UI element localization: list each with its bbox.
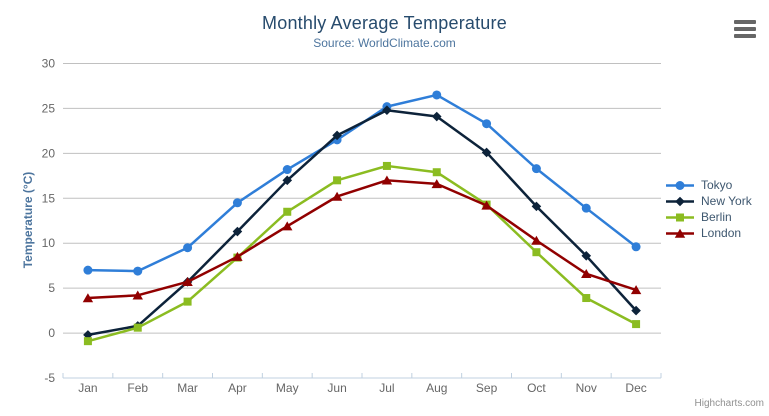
data-point-berlin[interactable]: [432, 168, 441, 177]
data-point-london[interactable]: [182, 277, 193, 287]
data-point-berlin[interactable]: [532, 248, 541, 257]
legend: Tokyo New York Berlin London: [664, 177, 752, 241]
hamburger-menu-icon: [734, 27, 756, 31]
data-point-tokyo[interactable]: [133, 266, 143, 276]
triangle-marker-icon: [666, 228, 694, 238]
legend-item-london[interactable]: London: [664, 225, 752, 241]
triangle-marker-glyph: [674, 228, 686, 238]
square-marker-glyph: [676, 213, 684, 221]
data-point-berlin[interactable]: [183, 297, 192, 306]
data-point-london[interactable]: [481, 200, 492, 210]
diamond-marker-icon: [666, 196, 694, 206]
data-point-berlin[interactable]: [582, 294, 591, 303]
data-point-tokyo[interactable]: [482, 119, 492, 129]
series-line-tokyo: [86, 93, 638, 273]
y-axis-label: -5: [44, 371, 55, 385]
data-point-new-york[interactable]: [531, 201, 542, 212]
legend-item-tokyo[interactable]: Tokyo: [664, 177, 752, 193]
data-point-new-york[interactable]: [382, 105, 392, 116]
credits-link[interactable]: Highcharts.com: [694, 398, 764, 409]
y-axis-label: 0: [48, 326, 55, 340]
x-axis-label: Aug: [426, 381, 447, 395]
data-point-new-york[interactable]: [332, 130, 342, 141]
data-point-new-york[interactable]: [83, 330, 93, 340]
data-point-berlin[interactable]: [83, 337, 92, 346]
data-point-london[interactable]: [381, 175, 393, 185]
data-point-tokyo[interactable]: [581, 203, 591, 213]
data-point-tokyo[interactable]: [531, 164, 541, 174]
y-axis-label: 5: [48, 281, 55, 295]
diamond-marker-glyph: [675, 196, 685, 206]
data-point-tokyo[interactable]: [631, 242, 641, 252]
circle-marker-glyph: [675, 180, 685, 190]
x-axis-label: Mar: [177, 381, 198, 395]
y-axis-label: 25: [42, 101, 56, 115]
series-new-york: [83, 105, 641, 340]
x-axis-label: Jul: [379, 381, 394, 395]
y-axis-label: 30: [42, 57, 56, 71]
data-point-tokyo[interactable]: [232, 198, 242, 208]
data-point-london[interactable]: [232, 251, 243, 261]
data-point-london[interactable]: [431, 179, 442, 189]
x-axis-label: Jan: [78, 381, 97, 395]
circle-marker-icon: [666, 180, 694, 190]
data-point-new-york[interactable]: [431, 111, 442, 122]
legend-label: Tokyo: [701, 178, 733, 192]
x-axis-label: May: [276, 381, 299, 395]
hamburger-menu-icon: [734, 20, 756, 24]
series-line-new-york: [86, 108, 638, 337]
data-point-tokyo[interactable]: [432, 90, 442, 100]
data-point-london[interactable]: [282, 221, 293, 231]
data-point-london[interactable]: [581, 268, 592, 278]
legend-label: Berlin: [701, 210, 732, 224]
data-point-new-york[interactable]: [282, 175, 293, 186]
data-point-london[interactable]: [531, 235, 542, 245]
x-axis-label: Sep: [476, 381, 498, 395]
data-point-london[interactable]: [331, 191, 343, 201]
export-menu-button[interactable]: [734, 20, 756, 38]
y-axis-label: 20: [42, 146, 56, 160]
data-point-berlin[interactable]: [632, 320, 641, 329]
y-axis-label: 10: [42, 236, 56, 250]
legend-label: New York: [701, 194, 752, 208]
data-point-new-york[interactable]: [232, 226, 243, 237]
data-point-new-york[interactable]: [631, 305, 641, 316]
data-point-london[interactable]: [132, 290, 143, 300]
x-axis-label: Feb: [127, 381, 148, 395]
x-axis-label: Dec: [625, 381, 646, 395]
data-point-london[interactable]: [82, 293, 94, 303]
x-axis-label: Nov: [576, 381, 597, 395]
data-point-tokyo[interactable]: [83, 265, 93, 275]
hamburger-menu-icon: [734, 34, 756, 38]
series-berlin: [83, 161, 641, 346]
data-point-berlin[interactable]: [333, 176, 342, 185]
legend-item-new-york[interactable]: New York: [664, 193, 752, 209]
data-point-london[interactable]: [630, 285, 642, 295]
chart-title: Monthly Average Temperature: [262, 13, 507, 33]
data-point-new-york[interactable]: [481, 147, 492, 158]
legend-label: London: [701, 226, 742, 240]
x-axis-label: Apr: [228, 381, 247, 395]
data-point-berlin[interactable]: [283, 207, 292, 216]
legend-item-berlin[interactable]: Berlin: [664, 209, 752, 225]
data-point-tokyo[interactable]: [282, 165, 292, 175]
x-axis-label: Oct: [527, 381, 546, 395]
chart-subtitle: Source: WorldClimate.com: [313, 36, 456, 50]
series-line-berlin: [86, 164, 638, 343]
data-point-new-york[interactable]: [581, 250, 592, 261]
x-axis-label: Jun: [327, 381, 346, 395]
data-point-berlin[interactable]: [133, 323, 142, 332]
series-london: [82, 175, 642, 303]
series-line-london: [86, 179, 638, 300]
y-axis-label: 15: [42, 191, 56, 205]
square-marker-icon: [666, 213, 694, 221]
series-tokyo: [83, 90, 641, 276]
data-point-tokyo[interactable]: [183, 243, 193, 253]
data-point-berlin[interactable]: [382, 161, 391, 170]
